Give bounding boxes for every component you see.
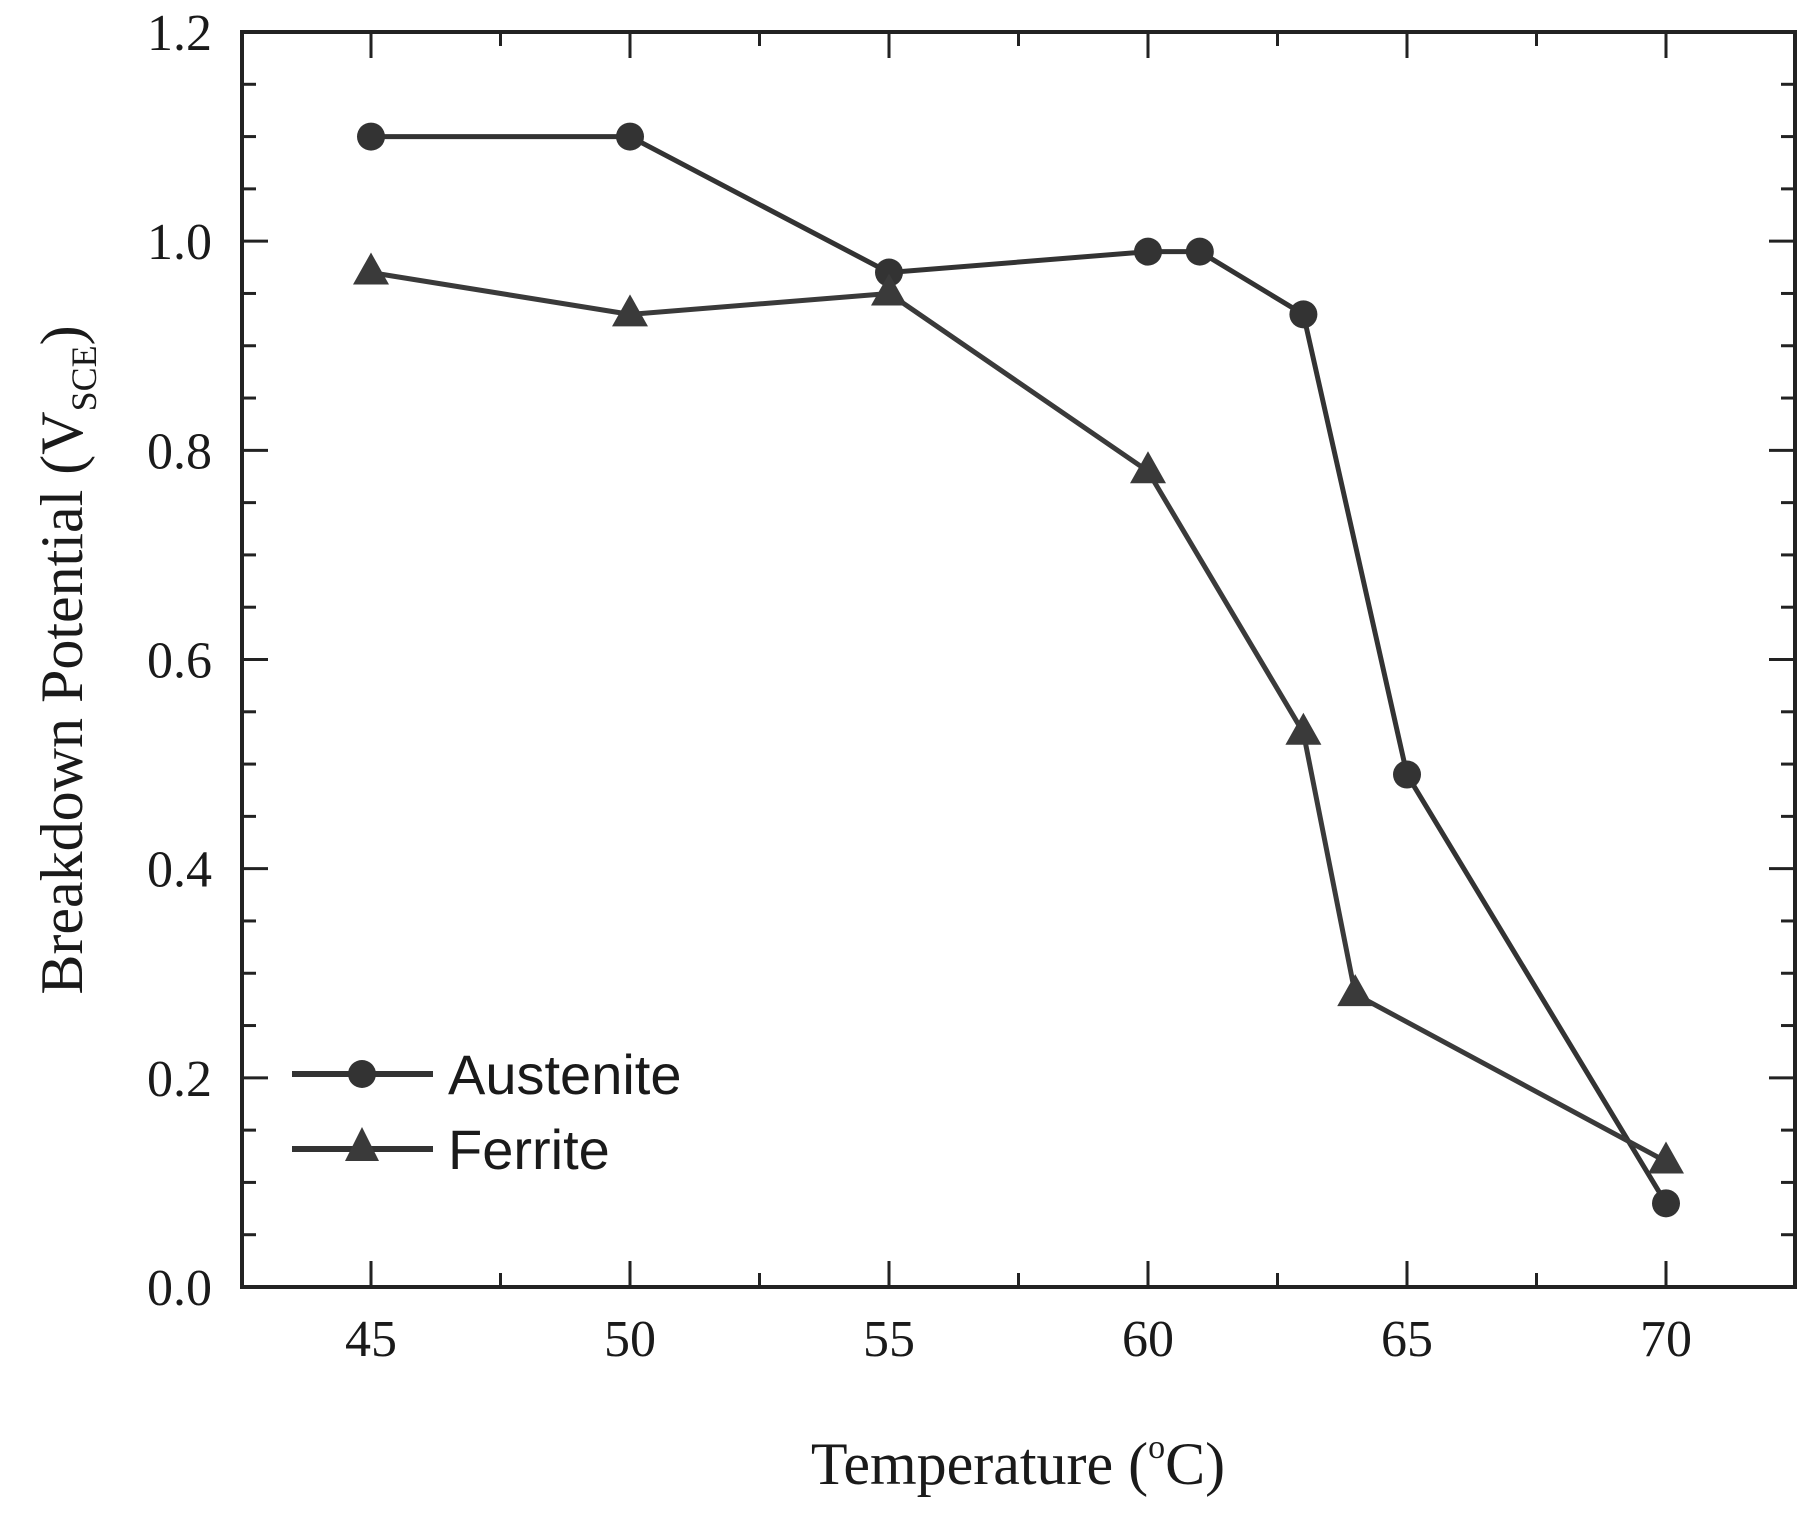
x-tick-label: 50 [604,1311,656,1368]
axis-ticks [242,32,1795,1287]
y-tick-label: 1.2 [147,5,212,62]
triangle-marker-icon [1337,974,1374,1007]
triangle-marker-icon [1648,1141,1684,1174]
series-line [370,270,1668,1164]
x-tick-label: 45 [345,1311,397,1368]
y-tick-label: 1.0 [147,214,212,271]
circle-marker-icon [1652,1189,1680,1218]
y-tick-label: 0.4 [147,842,212,899]
circle-marker-icon [348,1060,376,1088]
legend: Austenite Ferrite [292,1043,682,1181]
series-austenite [357,122,1680,1218]
circle-marker-icon [1289,300,1318,329]
legend-item-ferrite: Ferrite [292,1118,610,1181]
triangle-marker-icon [345,1127,379,1161]
y-tick-label: 0.0 [147,1260,212,1317]
circle-marker-icon [616,122,644,151]
circle-marker-icon [875,258,903,287]
triangle-marker-icon [1130,451,1166,484]
x-tick-label: 55 [863,1311,915,1368]
y-tick-label: 0.6 [147,633,212,690]
legend-item-austenite: Austenite [292,1043,682,1106]
data-series [353,122,1684,1218]
plot-frame [240,30,1797,1289]
y-axis-tick-labels: 0.0 0.2 0.4 0.6 0.8 1.0 1.2 [147,5,212,1317]
triangle-marker-icon [353,252,389,285]
series-ferrite [353,252,1684,1174]
circle-marker-icon [1134,237,1162,266]
circle-marker-icon [1393,760,1421,789]
triangle-marker-icon [612,294,648,327]
x-axis-tick-labels: 45 50 55 60 65 70 [345,1311,1692,1368]
y-axis-label: Breakdown Potential (VSCE) [29,325,104,994]
series-line [371,134,1669,1205]
x-tick-label: 70 [1640,1311,1692,1368]
triangle-marker-icon [1285,712,1322,745]
circle-marker-icon [357,122,385,151]
y-tick-label: 0.8 [147,423,212,480]
x-tick-label: 60 [1122,1311,1174,1368]
x-tick-label: 65 [1381,1311,1433,1368]
triangle-marker-icon [871,273,907,306]
y-tick-label: 0.2 [147,1051,212,1108]
legend-label-austenite: Austenite [448,1043,682,1106]
circle-marker-icon [1185,237,1214,266]
x-axis-label: Temperature (oC) [811,1429,1225,1497]
legend-label-ferrite: Ferrite [448,1118,610,1181]
